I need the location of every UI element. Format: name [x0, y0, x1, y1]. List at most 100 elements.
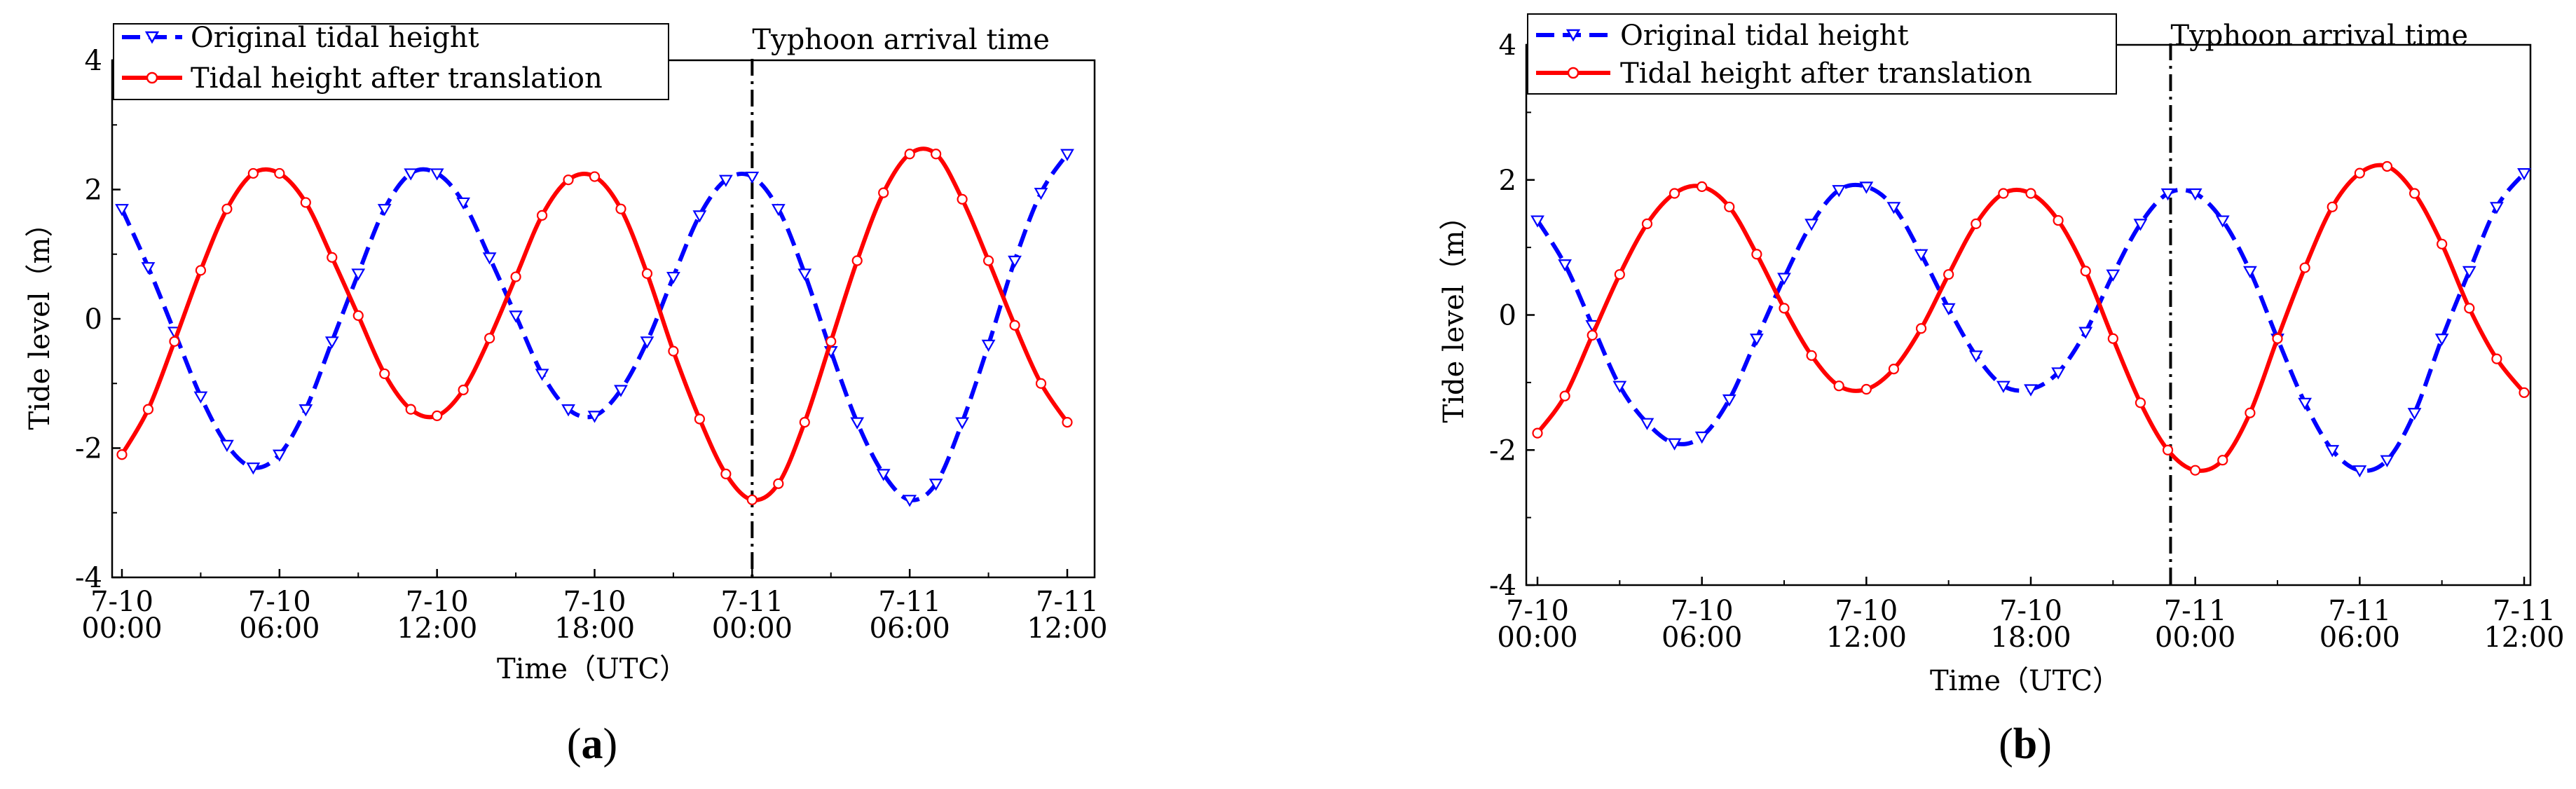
data-point-translated: [116, 449, 128, 460]
x-tick-date: 7-10: [1999, 595, 2062, 627]
data-point-translated: [1559, 390, 1570, 402]
data-point-original: [1832, 185, 1847, 198]
legend-label-translated: Tidal height after translation: [191, 62, 603, 95]
data-point-original: [2024, 384, 2038, 397]
y-tick-label: -2: [1489, 434, 1516, 467]
data-point-original: [2462, 266, 2476, 279]
data-point-translated: [1669, 188, 1680, 199]
y-tick-label: -2: [75, 433, 102, 465]
data-point-translated: [169, 336, 180, 347]
data-point-translated: [1861, 383, 1872, 395]
series-layer: [1530, 160, 2531, 478]
data-point-translated: [1833, 380, 1844, 392]
x-axis-title: Time（UTC）: [497, 653, 687, 685]
data-point-original: [272, 449, 287, 462]
typhoon-arrival-label: Typhoon arrival time: [2170, 20, 2468, 52]
data-point-original: [640, 336, 655, 349]
data-point-translated: [2299, 262, 2310, 273]
data-point-translated: [1614, 269, 1625, 280]
x-tick-date: 7-11: [2328, 595, 2391, 627]
x-tick-time: 00:00: [712, 612, 793, 645]
data-point-translated: [405, 404, 416, 415]
x-tick-time: 06:00: [239, 612, 320, 645]
data-point-translated: [2464, 303, 2475, 314]
data-point-translated: [825, 336, 837, 347]
data-point-translated: [458, 384, 469, 396]
x-tick-date: 7-10: [406, 586, 469, 618]
data-point-original: [797, 268, 812, 281]
data-point-translated: [352, 310, 364, 321]
data-point-original: [1749, 334, 1764, 346]
data-point-original: [850, 417, 865, 430]
x-tick-date: 7-11: [878, 586, 941, 618]
y-tick-label: 0: [85, 303, 102, 336]
data-point-original: [561, 404, 575, 417]
data-point-translated: [641, 268, 653, 280]
data-point-original: [535, 369, 549, 381]
data-point-translated: [221, 203, 233, 214]
data-point-original: [2078, 327, 2093, 339]
data-point-translated: [878, 187, 889, 198]
data-point-original: [1968, 350, 1983, 363]
x-tick-time: 00:00: [81, 612, 162, 645]
data-point-original: [2380, 455, 2395, 467]
data-point-original: [2133, 219, 2148, 231]
data-point-original: [1034, 188, 1048, 200]
data-point-translated: [1062, 416, 1073, 428]
y-tick-label: 4: [1499, 29, 1516, 62]
typhoon-arrival-label: Typhoon arrival time: [752, 24, 1050, 56]
data-point-translated: [773, 478, 784, 489]
data-point-translated: [1998, 188, 2009, 199]
y-tick-label: 0: [1499, 300, 1516, 332]
data-point-original: [2160, 188, 2175, 201]
legend-label-original: Original tidal height: [191, 22, 479, 54]
data-point-translated: [1751, 249, 1762, 260]
y-tick-label: -4: [75, 562, 102, 594]
data-point-translated: [1724, 201, 1735, 212]
chart-panel-a: 420-2-4 7-1000:007-1006:007-1012:007-101…: [24, 22, 1108, 768]
series-line-original: [120, 153, 1069, 502]
data-point-original: [1722, 394, 1736, 407]
data-point-translated: [195, 265, 207, 276]
x-tick-time: 06:00: [870, 612, 950, 645]
data-point-translated: [851, 255, 863, 266]
data-point-translated: [1587, 329, 1598, 341]
data-point-translated: [327, 252, 338, 263]
data-point-translated: [510, 271, 521, 282]
data-point-translated: [1888, 363, 1900, 375]
data-point-translated: [694, 413, 705, 425]
x-tick-time: 12:00: [397, 612, 477, 645]
data-point-translated: [2491, 353, 2502, 364]
data-point-translated: [2053, 214, 2064, 226]
data-point-translated: [931, 149, 942, 160]
data-point-original: [193, 391, 208, 404]
data-point-original: [2215, 215, 2230, 228]
data-point-translated: [720, 468, 732, 480]
data-point-original: [404, 168, 418, 181]
panel-label-b: (b): [1999, 720, 2052, 768]
data-point-translated: [746, 494, 758, 505]
legend-marker-translated: [146, 71, 158, 84]
data-point-translated: [2272, 333, 2283, 344]
data-point-original: [1694, 431, 1709, 444]
panel-label-a: (a): [567, 720, 617, 768]
data-point-translated: [1806, 350, 1817, 361]
data-point-translated: [2437, 238, 2448, 249]
legend-marker-original: [1566, 29, 1581, 42]
data-point-original: [981, 339, 996, 352]
x-tick-time: 12:00: [1826, 622, 1907, 654]
x-tick-date: 7-11: [2493, 595, 2556, 627]
data-point-original: [430, 168, 444, 181]
data-point-translated: [1971, 218, 1982, 229]
data-point-translated: [982, 255, 994, 266]
data-point-translated: [432, 410, 443, 421]
data-point-translated: [668, 345, 679, 357]
x-tick-time: 00:00: [1497, 622, 1577, 654]
data-point-original: [876, 469, 891, 481]
data-point-translated: [2217, 455, 2228, 466]
x-tick-time: 06:00: [1662, 622, 1742, 654]
data-point-original: [351, 268, 366, 281]
data-point-original: [929, 479, 943, 491]
y-tick-label: 4: [85, 45, 102, 77]
